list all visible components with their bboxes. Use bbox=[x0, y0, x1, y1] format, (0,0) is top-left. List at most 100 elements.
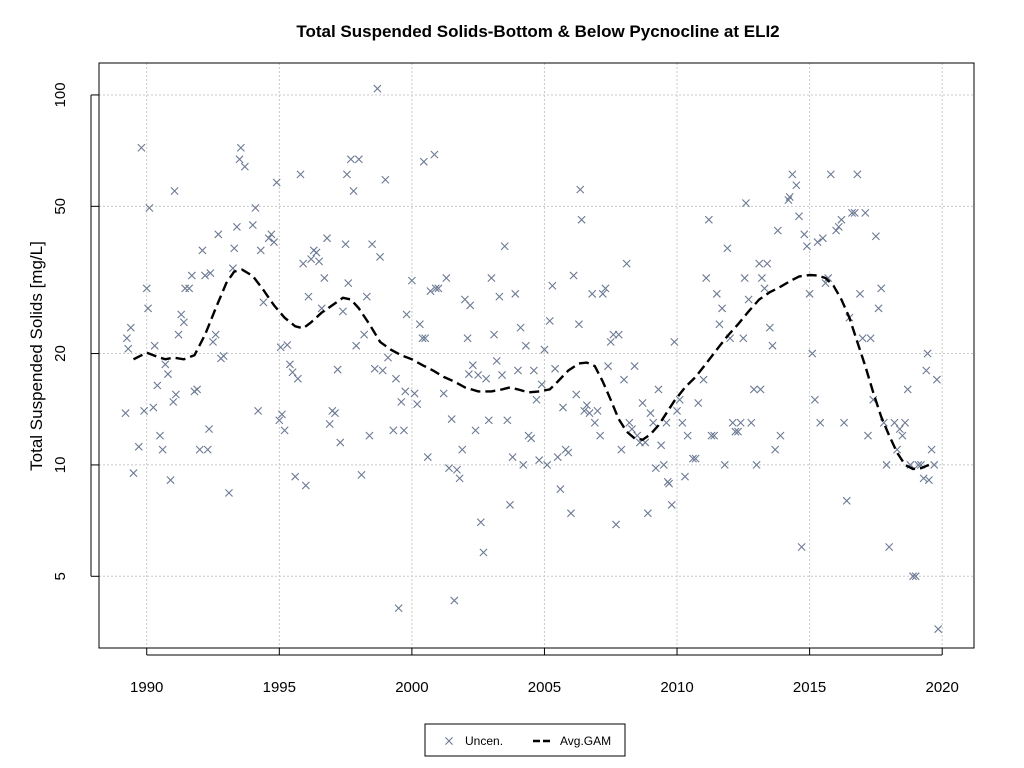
data-point bbox=[736, 418, 745, 427]
data-point bbox=[145, 203, 154, 212]
data-point bbox=[193, 385, 202, 394]
data-point bbox=[606, 337, 615, 346]
data-point bbox=[776, 431, 785, 440]
data-point bbox=[256, 246, 265, 255]
data-point bbox=[537, 380, 546, 389]
data-point bbox=[150, 341, 159, 350]
data-point bbox=[498, 371, 507, 379]
data-point bbox=[527, 434, 536, 443]
data-point bbox=[421, 334, 430, 343]
data-point bbox=[924, 476, 933, 485]
data-point bbox=[413, 400, 422, 409]
data-point bbox=[529, 366, 538, 375]
data-point bbox=[903, 385, 912, 394]
data-point bbox=[272, 178, 281, 187]
x-tick-label: 2020 bbox=[925, 679, 958, 696]
uncen-points bbox=[121, 84, 943, 634]
data-point bbox=[163, 370, 172, 379]
data-point bbox=[785, 192, 794, 201]
data-point bbox=[792, 181, 801, 190]
data-point bbox=[521, 341, 530, 350]
data-point bbox=[479, 548, 488, 557]
data-point bbox=[741, 199, 750, 208]
data-point bbox=[756, 385, 765, 394]
data-point bbox=[638, 399, 647, 408]
data-point bbox=[588, 289, 597, 298]
data-point bbox=[861, 208, 870, 217]
data-point bbox=[855, 289, 864, 298]
data-point bbox=[450, 596, 459, 605]
data-point bbox=[734, 427, 743, 436]
data-point bbox=[280, 426, 289, 435]
data-point bbox=[179, 318, 188, 327]
data-point bbox=[264, 234, 273, 243]
legend-uncen-marker bbox=[445, 737, 453, 745]
data-point bbox=[177, 310, 186, 319]
data-point bbox=[214, 230, 223, 239]
data-point bbox=[181, 284, 190, 293]
data-point bbox=[169, 397, 178, 406]
y-tick-label: 20 bbox=[52, 345, 69, 362]
data-point bbox=[370, 364, 379, 373]
data-point bbox=[333, 365, 342, 374]
data-point bbox=[890, 418, 899, 427]
data-point bbox=[511, 289, 520, 298]
data-point bbox=[633, 431, 642, 440]
data-point bbox=[805, 289, 814, 298]
data-point bbox=[492, 356, 501, 365]
data-point bbox=[654, 385, 663, 394]
data-point bbox=[564, 448, 573, 457]
data-point bbox=[543, 460, 552, 469]
data-point bbox=[122, 334, 131, 343]
data-point bbox=[185, 284, 194, 293]
data-point bbox=[866, 334, 875, 343]
data-point bbox=[487, 274, 496, 283]
data-point bbox=[201, 271, 210, 280]
data-point bbox=[206, 269, 215, 278]
legend: Uncen. Avg.GAM bbox=[424, 723, 626, 757]
data-point bbox=[285, 360, 294, 369]
data-point bbox=[728, 418, 737, 427]
data-point bbox=[315, 257, 324, 266]
legend-uncen-label: Uncen. bbox=[465, 734, 503, 748]
data-point bbox=[357, 470, 366, 479]
data-point bbox=[740, 274, 749, 283]
data-point bbox=[670, 337, 679, 346]
data-point bbox=[378, 366, 387, 375]
data-point bbox=[612, 520, 621, 529]
data-point bbox=[259, 298, 268, 307]
data-point bbox=[170, 187, 179, 195]
data-point bbox=[569, 271, 578, 280]
data-point bbox=[155, 431, 164, 440]
data-point bbox=[270, 238, 278, 247]
data-point bbox=[338, 307, 347, 316]
data-point bbox=[158, 445, 167, 454]
data-point bbox=[842, 496, 851, 505]
data-point bbox=[710, 431, 719, 440]
data-point bbox=[401, 387, 410, 396]
data-point bbox=[688, 454, 697, 463]
data-point bbox=[863, 431, 872, 440]
data-point bbox=[837, 215, 846, 224]
data-point bbox=[582, 401, 591, 410]
data-point bbox=[240, 162, 249, 171]
data-point bbox=[566, 509, 575, 518]
data-point bbox=[678, 418, 687, 427]
data-point bbox=[482, 374, 491, 383]
data-point bbox=[503, 416, 512, 425]
data-point bbox=[765, 323, 774, 332]
data-point bbox=[797, 543, 806, 551]
data-point bbox=[301, 481, 310, 490]
data-point bbox=[752, 460, 761, 469]
data-point bbox=[535, 456, 544, 465]
data-point bbox=[879, 418, 888, 427]
data-point bbox=[342, 170, 351, 179]
data-point bbox=[922, 366, 931, 375]
data-point bbox=[373, 84, 382, 93]
data-point bbox=[224, 488, 233, 497]
data-point bbox=[659, 460, 668, 469]
data-point bbox=[442, 274, 451, 283]
data-point bbox=[720, 460, 729, 469]
data-point bbox=[683, 431, 692, 440]
data-point bbox=[718, 304, 727, 313]
